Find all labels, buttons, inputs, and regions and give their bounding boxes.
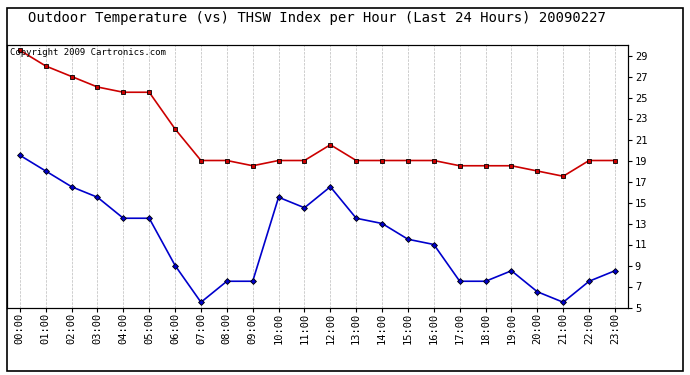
Text: Copyright 2009 Cartronics.com: Copyright 2009 Cartronics.com (10, 48, 166, 57)
Text: Outdoor Temperature (vs) THSW Index per Hour (Last 24 Hours) 20090227: Outdoor Temperature (vs) THSW Index per … (28, 11, 607, 25)
